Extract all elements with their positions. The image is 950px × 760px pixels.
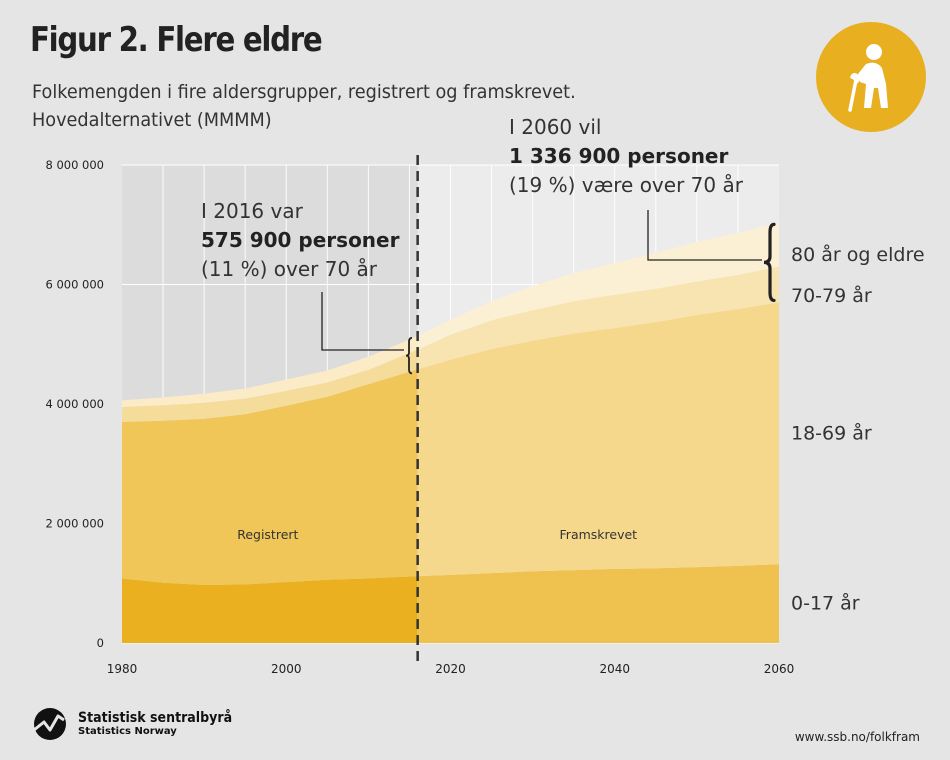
chart-area: 0 2 000 000 4 000 000 6 000 000 8 000 000 198… bbox=[45, 115, 925, 676]
y-tick-label: 0 bbox=[97, 636, 104, 650]
annotation-2060-line3: (19 %) være over 70 år bbox=[509, 173, 744, 197]
y-tick-label: 8 000 000 bbox=[45, 158, 104, 172]
area-70-79-r-projected bbox=[417, 266, 779, 370]
area-0-17-r-projected bbox=[417, 564, 779, 643]
x-tick-label: 2020 bbox=[435, 662, 466, 676]
chart-title: Figur 2. Flere eldre bbox=[30, 20, 323, 60]
annotation-2060-line2: 1 336 900 personer bbox=[509, 144, 728, 168]
x-tick-label: 2040 bbox=[599, 662, 630, 676]
area-80-r-og-eldre-registered bbox=[122, 335, 418, 407]
area-80-r-og-eldre-projected bbox=[417, 222, 779, 350]
area-70-79-r-registered bbox=[122, 349, 418, 422]
ssb-logo: Statistisk sentralbyrå Statistics Norway bbox=[32, 706, 249, 742]
elderly-person-icon bbox=[848, 44, 888, 112]
subtitle-line-1: Folkemengden i fire aldersgrupper, regis… bbox=[32, 81, 576, 103]
org-name: Statistisk sentralbyrå bbox=[78, 710, 233, 726]
brace-2060 bbox=[763, 222, 776, 303]
source-url[interactable]: www.ssb.no/folkfram bbox=[794, 730, 920, 744]
y-tick-label: 6 000 000 bbox=[45, 278, 104, 292]
annotation-connector-2060 bbox=[647, 210, 762, 261]
area-18-69-r-registered bbox=[122, 369, 418, 585]
y-tick-label: 4 000 000 bbox=[45, 397, 104, 411]
org-name-en: Statistics Norway bbox=[78, 726, 177, 737]
ssb-logo-icon bbox=[33, 708, 66, 740]
annotation-2016-line3: (11 %) over 70 år bbox=[201, 257, 378, 281]
brace-2016 bbox=[405, 336, 413, 375]
x-tick-label: 2000 bbox=[271, 662, 302, 676]
elderly-person-badge bbox=[816, 22, 926, 132]
region-label-registered: Registrert bbox=[237, 527, 298, 542]
annotation-connector-2016 bbox=[321, 292, 404, 351]
x-tick-label: 2060 bbox=[764, 662, 795, 676]
subtitle-line-2: Hovedalternativet (MMMM) bbox=[32, 109, 272, 131]
series-label-0-17: 0-17 år bbox=[791, 592, 860, 615]
area-18-69-r-projected bbox=[417, 302, 779, 577]
annotation-2016-line1: I 2016 var bbox=[201, 199, 304, 223]
area-0-17-r-registered bbox=[122, 576, 418, 643]
annotation-2060-line1: I 2060 vil bbox=[509, 115, 601, 139]
annotation-2016-line2: 575 900 personer bbox=[201, 228, 400, 252]
series-label-70-79: 70-79 år bbox=[791, 284, 872, 307]
x-tick-label: 1980 bbox=[107, 662, 138, 676]
series-label-18-69: 18-69 år bbox=[791, 421, 872, 444]
series-label-80-plus: 80 år og eldre bbox=[791, 243, 925, 266]
y-tick-label: 2 000 000 bbox=[45, 517, 104, 531]
region-label-projected: Framskrevet bbox=[560, 527, 638, 542]
chart-subtitle: Folkemengden i fire aldersgrupper, regis… bbox=[32, 78, 576, 134]
